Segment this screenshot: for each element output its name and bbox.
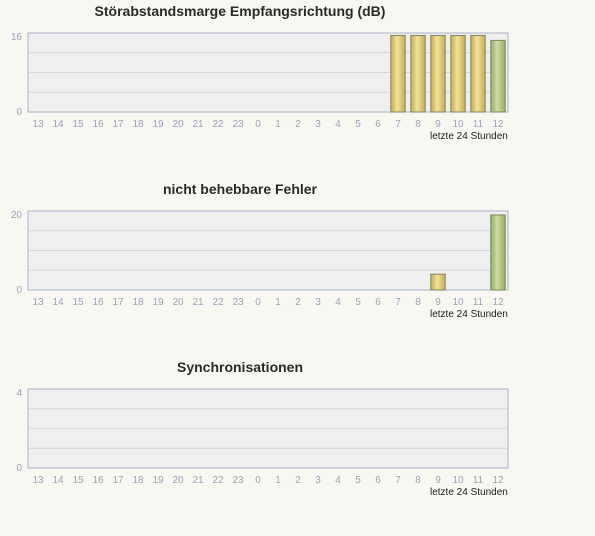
x-tick-label: 5: [355, 297, 361, 308]
bar: [390, 34, 406, 113]
x-tick-label: 18: [132, 297, 144, 308]
x-tick-label: 13: [32, 119, 44, 130]
chart-panel-snr: Störabstandsmarge Empfangsrichtung (dB) …: [0, 3, 595, 173]
bar: [430, 273, 446, 291]
x-tick-label: 7: [395, 119, 401, 130]
x-tick-label: 19: [152, 119, 164, 130]
x-tick-label: 6: [375, 119, 381, 130]
bar: [410, 34, 426, 113]
chart-footer: letzte 24 Stunden: [430, 131, 508, 142]
x-tick-label: 22: [212, 475, 224, 486]
x-tick-label: 1: [275, 475, 281, 486]
x-tick-label: 20: [172, 475, 184, 486]
y-tick-label: 20: [11, 210, 23, 221]
chart-panel-errors: nicht behebbare Fehler 0 20 13 14 15 16 17 18 19…: [0, 181, 595, 351]
y-tick-label: 0: [16, 285, 22, 296]
x-tick-label: 20: [172, 297, 184, 308]
x-tick-label: 4: [335, 119, 341, 130]
bar: [470, 34, 486, 113]
x-tick-label: 14: [52, 297, 64, 308]
x-tick-label: 16: [92, 119, 104, 130]
y-tick-label: 0: [16, 107, 22, 118]
x-tick-label: 12: [492, 119, 504, 130]
x-tick-label: 23: [232, 297, 244, 308]
x-tick-label: 7: [395, 475, 401, 486]
x-tick-label: 9: [435, 119, 441, 130]
x-tick-label: 18: [132, 475, 144, 486]
x-tick-label: 2: [295, 475, 301, 486]
x-tick-label: 3: [315, 297, 321, 308]
x-tick-label: 5: [355, 475, 361, 486]
x-tick-label: 15: [72, 119, 84, 130]
x-tick-label: 12: [492, 297, 504, 308]
x-tick-label: 4: [335, 475, 341, 486]
x-tick-label: 8: [415, 119, 421, 130]
x-tick-label: 12: [492, 475, 504, 486]
x-tick-label: 23: [232, 475, 244, 486]
x-tick-label: 9: [435, 297, 441, 308]
x-tick-label: 11: [473, 475, 484, 486]
x-tick-label: 16: [92, 475, 104, 486]
x-tick-label: 4: [335, 297, 341, 308]
chart-title: Synchronisationen: [176, 359, 304, 375]
x-tick-label: 6: [375, 475, 381, 486]
x-tick-label: 1: [275, 119, 281, 130]
x-tick-label: 13: [32, 475, 44, 486]
y-tick-label: 0: [16, 463, 22, 474]
x-tick-label: 8: [415, 475, 421, 486]
x-tick-label: 9: [435, 475, 441, 486]
x-tick-label: 18: [132, 119, 144, 130]
x-tick-label: 19: [152, 297, 164, 308]
chart-title: Störabstandsmarge Empfangsrichtung (dB): [94, 3, 386, 19]
x-tick-label: 7: [395, 297, 401, 308]
x-tick-label: 3: [315, 119, 321, 130]
x-tick-label: 22: [212, 297, 224, 308]
x-tick-label: 14: [52, 119, 64, 130]
x-tick-label: 16: [92, 297, 104, 308]
x-tick-label: 19: [152, 475, 164, 486]
x-tick-label: 21: [192, 475, 204, 486]
x-tick-label: 20: [172, 119, 184, 130]
x-tick-label: 14: [52, 475, 64, 486]
x-tick-label: 17: [112, 297, 124, 308]
x-tick-label: 0: [255, 475, 261, 486]
chart-footer: letzte 24 Stunden: [430, 309, 508, 320]
x-tick-label: 11: [473, 119, 484, 130]
y-tick-label: 4: [16, 388, 22, 399]
chart-footer: letzte 24 Stunden: [430, 487, 508, 498]
x-tick-label: 0: [255, 297, 261, 308]
x-tick-label: 15: [72, 297, 84, 308]
bar: [450, 34, 466, 113]
x-tick-label: 0: [255, 119, 261, 130]
x-tick-label: 17: [112, 119, 124, 130]
y-tick-label: 16: [11, 32, 23, 43]
x-tick-label: 2: [295, 297, 301, 308]
x-tick-label: 22: [212, 119, 224, 130]
x-tick-label: 15: [72, 475, 84, 486]
bar: [490, 214, 506, 291]
bar: [430, 34, 446, 113]
x-tick-label: 17: [112, 475, 124, 486]
x-tick-label: 1: [275, 297, 281, 308]
x-tick-label: 8: [415, 297, 421, 308]
x-tick-label: 3: [315, 475, 321, 486]
x-tick-label: 10: [452, 119, 464, 130]
chart-title: nicht behebbare Fehler: [162, 181, 318, 197]
bar: [490, 39, 506, 113]
chart-panel-sync: Synchronisationen 0 4 13 14 15 16 17 18 19 20 21 22…: [0, 359, 595, 529]
x-tick-label: 2: [295, 119, 301, 130]
x-tick-label: 6: [375, 297, 381, 308]
x-tick-label: 5: [355, 119, 361, 130]
x-tick-label: 21: [192, 297, 204, 308]
x-tick-label: 21: [192, 119, 204, 130]
x-tick-label: 13: [32, 297, 44, 308]
x-tick-label: 10: [452, 297, 464, 308]
x-tick-label: 23: [232, 119, 244, 130]
x-tick-label: 10: [452, 475, 464, 486]
x-tick-label: 11: [473, 297, 484, 308]
